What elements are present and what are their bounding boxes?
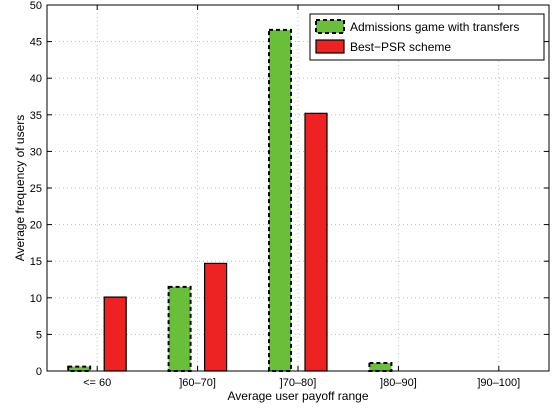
bar-admissions <box>167 285 192 373</box>
y-tick-label: 45 <box>30 37 42 49</box>
x-axis-label: Average user payoff range <box>228 389 369 403</box>
bar-best-psr <box>103 296 127 372</box>
legend-swatch <box>315 39 345 54</box>
x-tick-label: ]60–70] <box>179 377 216 389</box>
y-tick-label: 20 <box>30 220 42 232</box>
y-axis: 0 5 10 15 20 25 30 35 40 45 50 <box>30 0 549 378</box>
legend-label: Admissions game with transfers <box>350 20 519 34</box>
y-tick-label: 10 <box>30 293 42 305</box>
legend-box <box>309 13 545 61</box>
bar-admissions <box>67 365 92 373</box>
legend-label: Best−PSR scheme <box>350 40 451 54</box>
y-axis-label: Average frequency of users <box>13 115 27 262</box>
y-tick-label: 0 <box>36 366 42 378</box>
bar-best-psr <box>304 112 328 372</box>
bars <box>67 28 393 373</box>
x-tick-label: ]80–90] <box>380 377 417 389</box>
bar-admissions <box>368 361 393 372</box>
grid-lines <box>47 5 549 371</box>
y-tick-label: 30 <box>30 146 42 158</box>
bar-admissions <box>268 28 292 372</box>
x-tick-label: ]90–100] <box>477 377 520 389</box>
legend: Admissions game with transfers Best−PSR s… <box>309 13 545 61</box>
y-tick-label: 5 <box>36 329 42 341</box>
x-tick-label: <= 60 <box>83 377 111 389</box>
y-tick-label: 40 <box>30 73 42 85</box>
y-tick-label: 35 <box>30 110 42 122</box>
legend-swatch <box>315 19 345 34</box>
x-axis: <= 60 ]60–70] ]70–80] ]80–90] ]90–100] <box>83 5 520 389</box>
y-tick-label: 25 <box>30 183 42 195</box>
y-tick-label: 15 <box>30 256 42 268</box>
x-tick-label: ]70–80] <box>280 377 317 389</box>
y-tick-label: 50 <box>30 0 42 12</box>
bar-best-psr <box>204 262 228 372</box>
